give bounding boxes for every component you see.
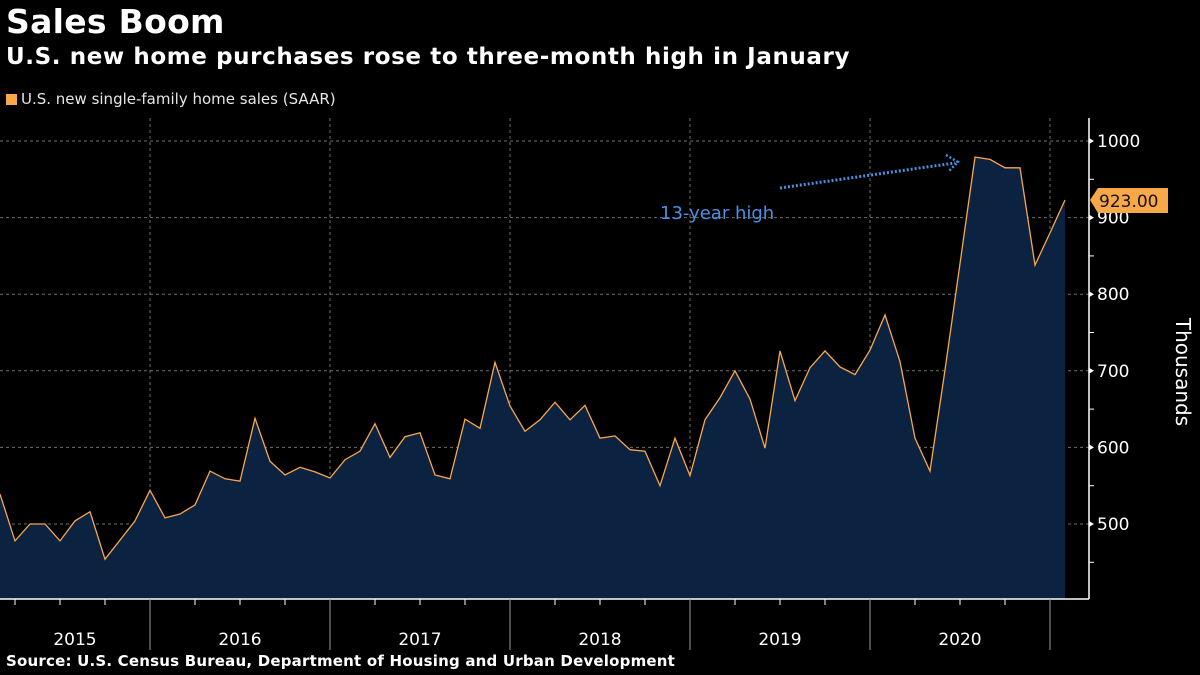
x-tick-label: 2016 [218,630,261,650]
source-note: Source: U.S. Census Bureau, Department o… [6,652,676,670]
axes [0,118,1090,650]
annotation-arrowhead [945,153,961,172]
x-tick-label: 2017 [398,630,441,650]
x-ticks: 2015 2016 2017 2018 2019 2020 [53,630,981,650]
x-tick-label: 2020 [938,630,981,650]
y-tick-label: 500 [1097,515,1129,535]
chart-subtitle: U.S. new home purchases rose to three-mo… [6,44,851,70]
y-axis-label: Thousands [1171,317,1195,426]
x-tick-label: 2015 [53,630,96,650]
legend: U.S. new single-family home sales (SAAR) [6,90,336,108]
series-line [0,156,1066,561]
y-tick-mark [1089,138,1094,144]
y-ticks: 500 600 700 800 900 1000 [1089,132,1140,563]
y-tick-label: 700 [1097,362,1129,382]
legend-label: U.S. new single-family home sales (SAAR) [21,90,336,108]
series-area [0,157,1065,599]
y-tick-label: 900 [1097,209,1129,229]
last-value-badge: 923.00 [1090,187,1168,213]
last-value-badge-bg [1090,187,1168,213]
annotation-arrow [779,161,956,190]
y-tick-mark [1089,367,1094,374]
last-value-label: 923.00 [1099,192,1158,212]
x-tick-label: 2018 [578,630,621,650]
y-tick-mark [1089,521,1094,527]
annotation: 13-year high [660,153,961,224]
y-tick-label: 1000 [1097,132,1140,152]
y-tick-mark [1089,291,1094,298]
chart-title: Sales Boom [6,2,225,41]
y-tick-label: 600 [1097,438,1129,458]
y-tick-label: 800 [1097,285,1129,305]
y-tick-mark [1089,444,1094,451]
y-tick-mark [1089,214,1094,221]
legend-swatch [6,93,17,105]
annotation-text: 13-year high [660,203,774,224]
data-points [0,156,1066,560]
x-tick-label: 2019 [758,630,801,650]
